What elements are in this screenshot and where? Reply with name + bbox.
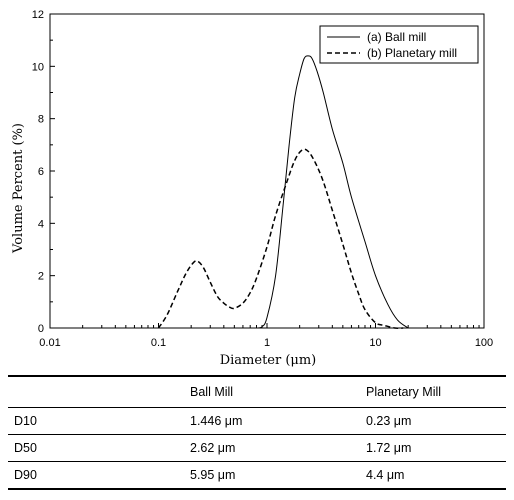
y-axis-title: Volume Percent (%) bbox=[11, 123, 26, 254]
x-tick-label: 0.01 bbox=[39, 337, 60, 349]
series-line-planetary-mill bbox=[157, 148, 404, 329]
legend-label-ball-mill: (a) Ball mill bbox=[367, 30, 426, 44]
legend: (a) Ball mill (b) Planetary mill bbox=[319, 25, 479, 64]
row-label: D50 bbox=[8, 434, 184, 462]
y-tick-label: 6 bbox=[38, 166, 44, 178]
planetary-mill-value: 4.4 μm bbox=[360, 461, 506, 490]
x-tick-label: 0.1 bbox=[151, 337, 166, 349]
x-tick-label: 10 bbox=[369, 337, 381, 349]
y-tick-label: 4 bbox=[38, 218, 44, 230]
ball-mill-value: 1.446 μm bbox=[184, 407, 360, 435]
x-tick-label: 1 bbox=[264, 337, 270, 349]
y-tick-label: 10 bbox=[32, 61, 44, 73]
table-header-blank bbox=[8, 376, 184, 408]
size-distribution-table: Ball Mill Planetary Mill D10 1.446 μm 0.… bbox=[8, 375, 506, 490]
planetary-mill-value: 1.72 μm bbox=[360, 434, 506, 462]
row-label: D90 bbox=[8, 461, 184, 490]
x-tick-label: 100 bbox=[475, 337, 493, 349]
table-header-planetary-mill: Planetary Mill bbox=[360, 376, 506, 408]
ball-mill-value: 5.95 μm bbox=[184, 461, 360, 490]
planetary-mill-value: 0.23 μm bbox=[360, 407, 506, 435]
row-label: D10 bbox=[8, 407, 184, 435]
series-line-ball-mill bbox=[256, 55, 409, 329]
table-header-row: Ball Mill Planetary Mill bbox=[8, 376, 506, 408]
table-row: D10 1.446 μm 0.23 μm bbox=[8, 407, 506, 435]
ball-mill-value: 2.62 μm bbox=[184, 434, 360, 462]
y-tick-label: 0 bbox=[38, 323, 44, 335]
x-axis-title: Diameter (μm) bbox=[220, 353, 317, 368]
table-header-ball-mill: Ball Mill bbox=[184, 376, 360, 408]
y-tick-label: 12 bbox=[32, 9, 44, 21]
particle-size-chart: 0 2 4 6 8 10 12 0.01 0.1 1 10 100 Diameter (μm) Vol… bbox=[11, 9, 493, 368]
table-row: D50 2.62 μm 1.72 μm bbox=[8, 434, 506, 462]
y-tick-label: 8 bbox=[38, 114, 44, 126]
legend-box bbox=[319, 25, 479, 64]
legend-label-planetary-mill: (b) Planetary mill bbox=[367, 46, 457, 60]
table-row: D90 5.95 μm 4.4 μm bbox=[8, 461, 506, 490]
y-tick-label: 2 bbox=[38, 271, 44, 283]
